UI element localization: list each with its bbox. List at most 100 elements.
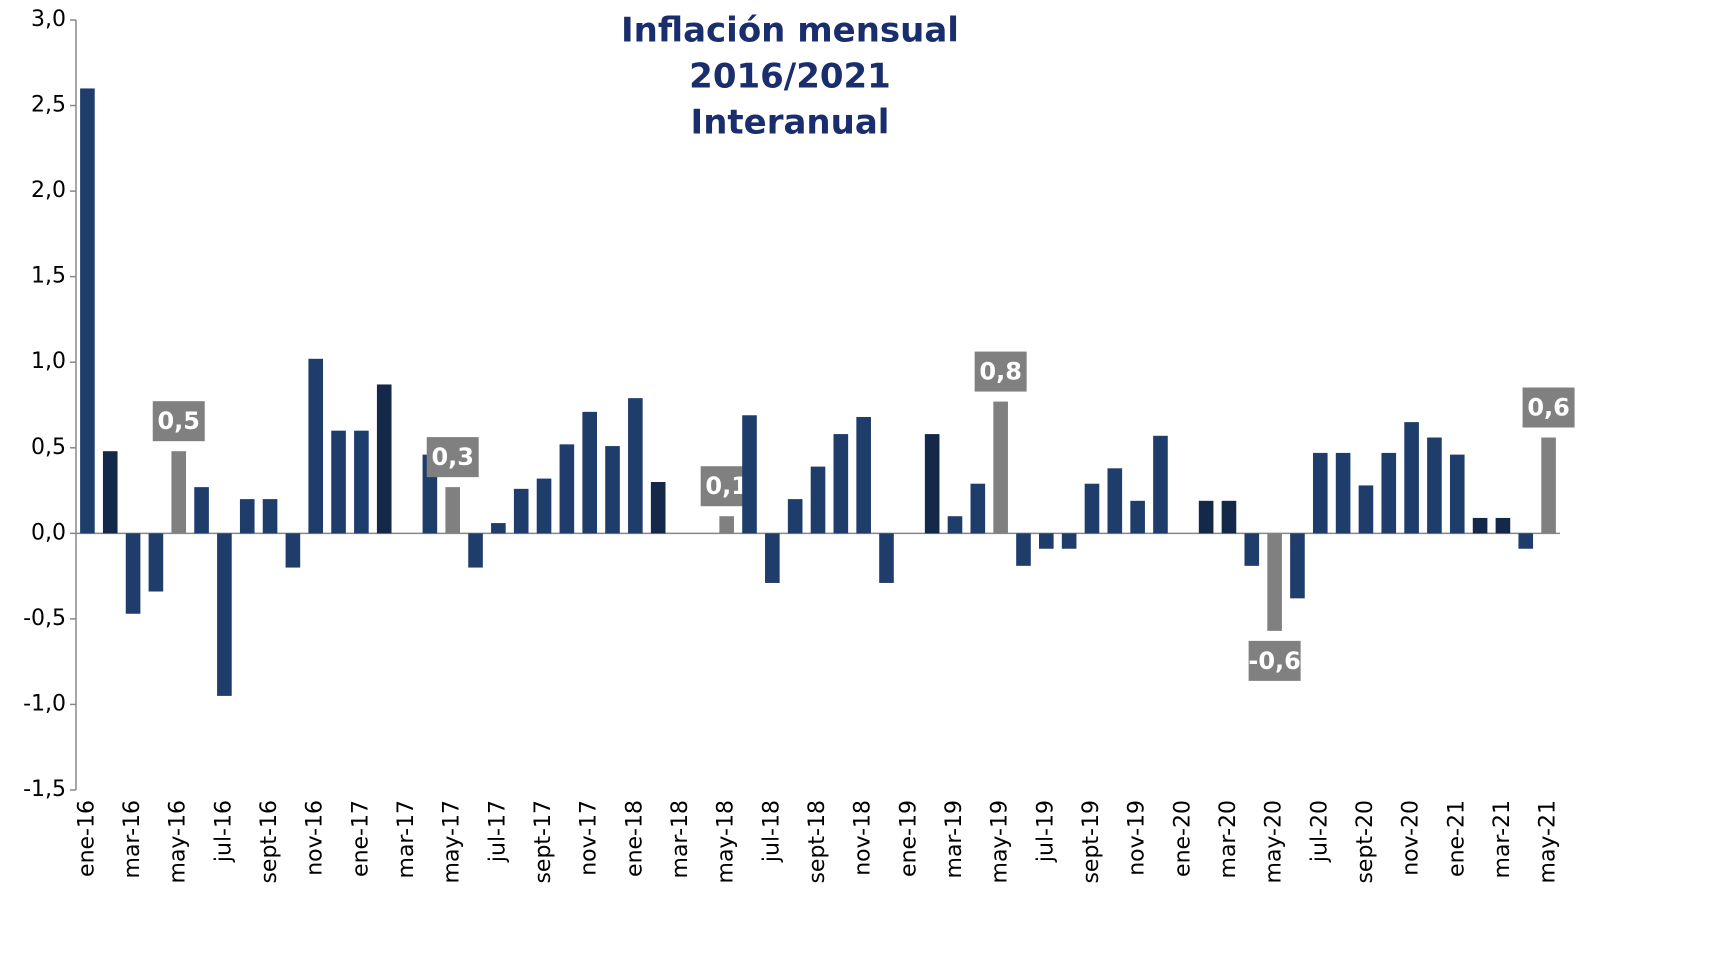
bar [1404,422,1419,534]
x-tick-label: nov-17 [577,800,602,876]
y-tick-label: 1,0 [31,349,66,374]
bar [1244,533,1260,566]
x-tick-label: ene-16 [74,800,99,877]
bar [445,487,461,534]
x-tick-label: mar-21 [1490,800,1515,878]
y-tick-label: 2,5 [31,93,66,118]
bar [605,446,620,534]
bar [1061,533,1077,549]
bar [1039,533,1054,549]
y-tick-label: -0,5 [23,606,66,631]
bar [1084,483,1100,534]
bar [1267,533,1282,631]
value-label-box [1522,387,1575,428]
bar [765,533,780,583]
x-tick-label: ene-21 [1444,800,1469,877]
x-tick-label: jul-17 [485,800,510,863]
bar [171,451,187,534]
bar [879,533,894,583]
value-label: 0,1 [705,472,748,500]
value-label-box [152,401,205,442]
bar [1335,452,1351,534]
y-tick-label: -1,5 [23,777,66,802]
bar [1518,533,1534,549]
value-label-box [426,437,479,478]
bar [856,416,871,534]
bar [308,358,324,534]
bar [354,430,369,534]
x-tick-label: may-19 [988,800,1013,883]
y-tick-label: -1,0 [23,691,66,716]
x-tick-label: mar-18 [668,800,693,878]
bar [239,499,255,534]
bar [1153,435,1168,534]
bar [513,488,529,534]
x-tick-label: mar-16 [120,800,145,878]
bar [1381,452,1397,534]
bar [1016,533,1031,566]
bar [1358,485,1374,534]
bar [1495,517,1511,534]
bar [947,516,963,534]
chart-title: 2016/2021 [689,57,891,97]
x-tick-label: ene-19 [896,800,921,877]
bar [1107,468,1123,534]
bar [80,88,95,534]
bar [331,430,346,534]
y-tick-label: 2,0 [31,178,66,203]
x-tick-label: sept-20 [1353,800,1378,884]
x-tick-label: may-18 [714,800,739,883]
x-tick-label: jul-18 [759,800,784,863]
bar [559,444,575,534]
x-tick-label: nov-19 [1125,800,1150,876]
bar [1198,500,1214,534]
value-label-box [974,351,1027,392]
value-label-box [1248,640,1301,681]
value-label: 0,3 [431,443,474,471]
value-label: 0,8 [979,358,1022,386]
x-tick-label: jul-20 [1307,800,1332,863]
x-tick-label: ene-18 [622,800,647,877]
value-label: 0,6 [1527,394,1570,422]
bar [491,523,506,534]
y-tick-label: 0,0 [31,520,66,545]
bar [719,516,734,534]
chart-title: Inflación mensual [621,11,959,51]
x-tick-label: sept-18 [805,800,830,884]
x-tick-label: jul-16 [211,800,236,863]
bar [1290,533,1305,599]
bar [1130,500,1145,534]
x-tick-label: sept-16 [257,800,282,884]
bar [468,533,483,568]
x-tick-label: sept-17 [531,800,556,884]
bar [833,434,849,534]
x-tick-label: jul-19 [1033,800,1058,863]
bar [125,533,141,614]
x-tick-label: ene-20 [1170,800,1195,877]
bar [582,411,597,534]
chart-title: Interanual [691,103,890,143]
x-tick-label: may-16 [166,800,191,883]
y-tick-label: 1,5 [31,264,66,289]
bar [1541,437,1556,534]
bar [1312,452,1328,534]
x-tick-label: may-17 [440,800,465,883]
bar [810,466,826,534]
x-tick-label: mar-20 [1216,800,1241,878]
x-tick-label: nov-18 [851,800,876,876]
value-label: -0,6 [1248,647,1300,675]
x-tick-label: mar-17 [394,800,419,878]
bar [970,483,986,534]
x-tick-label: may-20 [1262,800,1287,883]
y-tick-label: 0,5 [31,435,66,460]
value-label: 0,5 [157,407,200,435]
bar [285,533,301,568]
x-tick-label: nov-16 [303,800,328,876]
bar [376,384,392,534]
bar [787,499,803,534]
bar [148,533,164,592]
bar [536,478,552,534]
y-tick-label: 3,0 [31,7,66,32]
bar [194,487,209,534]
